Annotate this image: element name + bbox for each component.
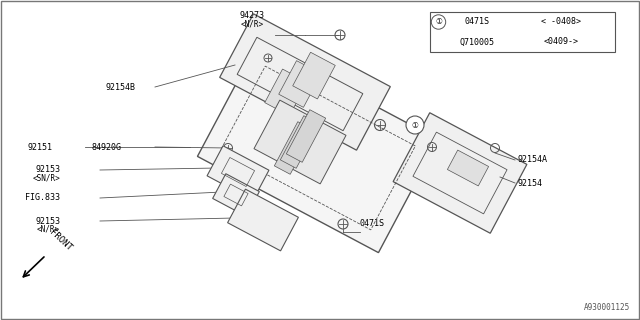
Text: ①: ① <box>412 121 419 130</box>
Polygon shape <box>254 100 346 184</box>
Bar <box>430 12 615 52</box>
Polygon shape <box>393 113 527 233</box>
Text: < -0408>: < -0408> <box>541 18 581 27</box>
Polygon shape <box>280 116 320 168</box>
Polygon shape <box>275 122 314 174</box>
Text: A930001125: A930001125 <box>584 303 630 312</box>
Polygon shape <box>447 150 488 186</box>
Text: 0471S: 0471S <box>465 18 490 27</box>
Polygon shape <box>278 61 321 107</box>
Text: 92151: 92151 <box>27 142 52 151</box>
Polygon shape <box>286 110 326 162</box>
Text: 92153: 92153 <box>35 165 60 174</box>
Polygon shape <box>198 44 438 252</box>
Circle shape <box>406 116 424 134</box>
Text: <0409->: <0409-> <box>543 37 579 46</box>
Text: <N/R>: <N/R> <box>241 20 264 28</box>
Text: FIG.833: FIG.833 <box>25 194 60 203</box>
Text: <N/R>: <N/R> <box>37 225 60 234</box>
Polygon shape <box>292 52 335 99</box>
Text: 94273: 94273 <box>239 12 264 20</box>
Circle shape <box>431 15 445 29</box>
Polygon shape <box>207 146 269 200</box>
Text: 92154B: 92154B <box>105 83 135 92</box>
Text: <SN/R>: <SN/R> <box>32 173 60 182</box>
Text: FRONT: FRONT <box>48 228 74 253</box>
Polygon shape <box>220 14 390 150</box>
Text: 92154: 92154 <box>518 179 543 188</box>
Text: 92153: 92153 <box>35 217 60 226</box>
Text: ①: ① <box>435 18 442 27</box>
Polygon shape <box>212 174 259 216</box>
Text: 92154A: 92154A <box>518 156 548 164</box>
Polygon shape <box>228 189 298 251</box>
Text: 84920G: 84920G <box>92 142 122 151</box>
Text: 0471S: 0471S <box>360 220 385 228</box>
Text: Q710005: Q710005 <box>460 37 495 46</box>
Polygon shape <box>265 69 307 116</box>
